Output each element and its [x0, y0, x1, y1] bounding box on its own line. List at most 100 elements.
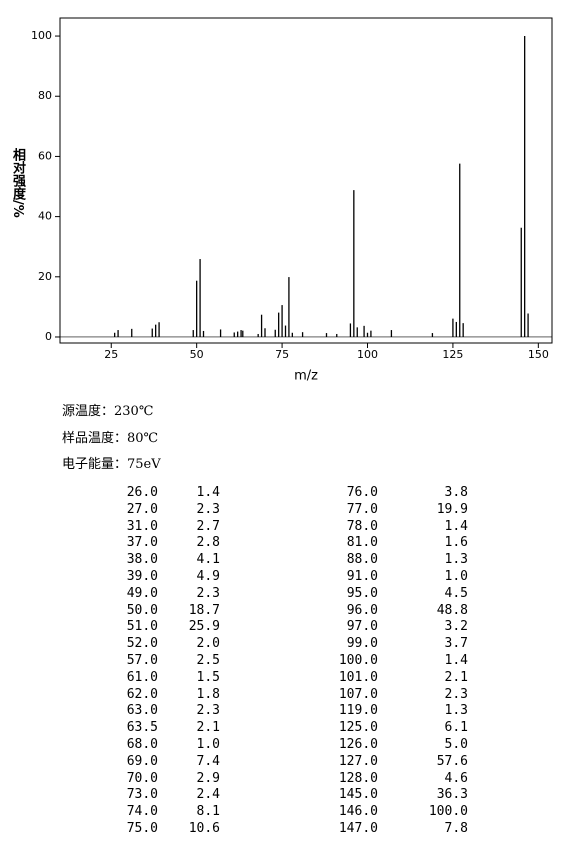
- y-tick-label: 20: [38, 270, 52, 283]
- table-cell: 2.4: [196, 787, 220, 803]
- table-cell: 3.7: [444, 636, 468, 652]
- table-cell: 2.3: [444, 686, 468, 702]
- y-tick-label: 100: [31, 29, 52, 42]
- table-cell: 4.9: [196, 569, 220, 584]
- table-cell: 145.0: [338, 787, 378, 803]
- table-cell: 2.3: [196, 703, 220, 719]
- table-cell: 73.0: [126, 787, 158, 803]
- table-cell: 3.8: [444, 485, 468, 500]
- x-tick-label: 25: [104, 348, 118, 361]
- table-cell: 125.0: [338, 720, 378, 736]
- table-cell: 75.0: [126, 821, 158, 836]
- table-cell: 2.3: [196, 501, 220, 517]
- table-cell: 1.4: [444, 653, 468, 668]
- y-tick-label: 80: [38, 89, 52, 102]
- table-cell: 57.0: [126, 653, 158, 668]
- condition: 源温度：230℃: [62, 404, 154, 419]
- table-cell: 1.5: [196, 669, 220, 685]
- table-cell: 1.3: [444, 552, 468, 568]
- table-cell: 1.8: [196, 686, 220, 702]
- table-cell: 77.0: [346, 501, 378, 517]
- condition: 样品温度：80℃: [62, 430, 159, 446]
- table-cell: 52.0: [126, 636, 158, 652]
- table-cell: 69.0: [126, 753, 158, 769]
- table-cell: 48.8: [436, 602, 468, 618]
- x-tick-label: 150: [528, 348, 549, 361]
- table-cell: 10.6: [188, 821, 220, 836]
- table-cell: 68.0: [126, 737, 158, 752]
- table-cell: 8.1: [196, 804, 220, 820]
- table-cell: 91.0: [346, 569, 378, 584]
- table-cell: 74.0: [126, 804, 158, 820]
- chart: m/z 0 20 40 60 80 100 25 50 75 100 125 150: [31, 17, 553, 384]
- table-cell: 7.4: [196, 753, 220, 769]
- table-cell: 39.0: [126, 569, 158, 584]
- y-tick-label: 0: [45, 330, 52, 343]
- table-cell: 128.0: [338, 770, 378, 786]
- y-tick-label: 40: [38, 210, 52, 223]
- table-cell: 63.0: [126, 703, 158, 719]
- table-cell: 2.9: [196, 770, 220, 786]
- table-cell: 88.0: [346, 552, 378, 568]
- table-cell: 96.0: [346, 602, 378, 618]
- table-cell: 2.8: [196, 535, 220, 551]
- table-cell: 2.1: [196, 720, 220, 736]
- table-cell: 2.5: [196, 653, 220, 668]
- table-cell: 146.0: [338, 804, 378, 820]
- table-cell: 81.0: [346, 535, 378, 551]
- table-cell: 78.0: [346, 518, 378, 534]
- plot-frame: [59, 17, 553, 344]
- table-cell: 61.0: [126, 669, 158, 685]
- table-cell: 1.3: [444, 703, 468, 719]
- table-cell: 95.0: [346, 585, 378, 601]
- table-cell: 36.3: [436, 787, 468, 803]
- x-tick-label: 125: [442, 348, 463, 361]
- table-cell: 63.5: [126, 720, 158, 736]
- table-cell: 1.4: [196, 485, 220, 500]
- table-cell: 101.0: [338, 669, 378, 685]
- table-cell: 38.0: [126, 552, 158, 568]
- table-cell: 2.0: [196, 636, 220, 652]
- table-cell: 19.9: [436, 501, 468, 517]
- table-cell: 3.2: [444, 619, 468, 635]
- table-cell: 31.0: [126, 518, 158, 534]
- table-cell: 107.0: [338, 686, 378, 702]
- table-cell: 6.1: [444, 720, 468, 736]
- x-tick-label: 50: [190, 348, 204, 361]
- x-axis-label: m/z: [294, 369, 318, 384]
- y-tick-label: 60: [38, 149, 52, 162]
- table-cell: 18.7: [188, 602, 220, 618]
- table-cell: 7.8: [444, 821, 468, 836]
- table-cell: 76.0: [346, 485, 378, 500]
- x-tick-label: 100: [357, 348, 378, 361]
- table-cell: 126.0: [338, 737, 378, 752]
- table-cell: 100.0: [428, 804, 468, 820]
- table-cell: 27.0: [126, 501, 158, 517]
- table-cell: 57.6: [436, 753, 468, 769]
- table-cell: 147.0: [338, 821, 378, 836]
- table-cell: 4.1: [196, 552, 220, 568]
- table-cell: 2.1: [444, 669, 468, 685]
- table-cell: 2.7: [196, 518, 220, 534]
- table-cell: 4.5: [444, 585, 468, 601]
- table-cell: 97.0: [346, 619, 378, 635]
- table-cell: 49.0: [126, 585, 158, 601]
- table-cell: 1.0: [444, 569, 468, 584]
- table-cell: 100.0: [338, 653, 378, 668]
- table-cell: 70.0: [126, 770, 158, 786]
- table-cell: 1.4: [444, 518, 468, 534]
- table-cell: 99.0: [346, 636, 378, 652]
- table-cell: 25.9: [188, 619, 220, 635]
- y-axis-label: 相对强度/%: [10, 148, 25, 218]
- table-cell: 1.6: [444, 535, 468, 551]
- table-cell: 62.0: [126, 686, 158, 702]
- x-tick-label: 75: [275, 348, 289, 361]
- table-cell: 2.3: [196, 585, 220, 601]
- table-cell: 26.0: [126, 485, 158, 500]
- condition: 电子能量：75eV: [62, 457, 161, 472]
- table-cell: 50.0: [126, 602, 158, 618]
- table-cell: 51.0: [126, 619, 158, 635]
- table-cell: 1.0: [196, 737, 220, 752]
- table-cell: 37.0: [126, 535, 158, 551]
